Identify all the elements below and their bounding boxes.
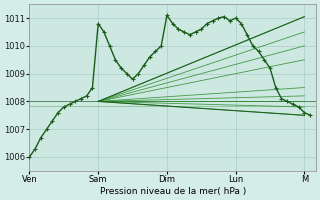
X-axis label: Pression niveau de la mer( hPa ): Pression niveau de la mer( hPa ) bbox=[100, 187, 246, 196]
